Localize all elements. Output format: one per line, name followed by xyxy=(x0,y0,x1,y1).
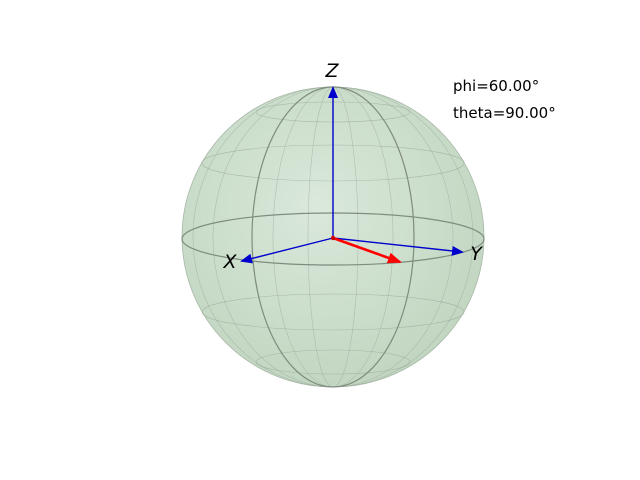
y-axis-label: Y xyxy=(470,243,483,265)
x-axis-arrow xyxy=(240,237,334,264)
x-axis-label: X xyxy=(222,251,237,273)
origin-point xyxy=(330,235,336,241)
y-axis-arrow xyxy=(332,237,464,256)
state-vector-arrow xyxy=(332,236,402,264)
theta-annotation: theta=90.00° xyxy=(453,104,556,122)
z-axis-label: Z xyxy=(324,60,339,82)
phi-annotation: phi=60.00° xyxy=(453,77,539,95)
